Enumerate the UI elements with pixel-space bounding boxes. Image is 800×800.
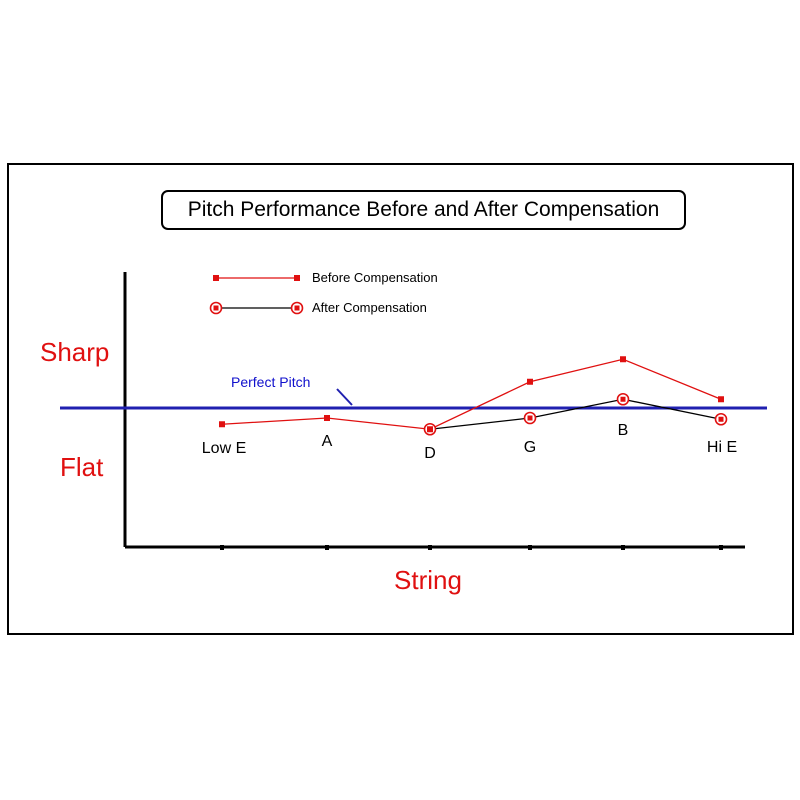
x-tick [325, 545, 329, 550]
y-flat-label: Flat [60, 452, 104, 482]
x-tick [220, 545, 224, 550]
chart-frame [7, 163, 794, 635]
x-axis-title: String [394, 565, 462, 595]
x-tick [428, 545, 432, 550]
x-tick [621, 545, 625, 550]
category-label: Low E [201, 440, 247, 457]
before-point [219, 421, 225, 428]
category-label: A [321, 433, 333, 450]
annotation-pointer [336, 388, 353, 406]
before-point [620, 356, 626, 363]
legend-marker-after-center [294, 305, 300, 311]
legend-marker-before [294, 275, 300, 281]
y-sharp-label: Sharp [40, 337, 110, 367]
x-tick [719, 545, 723, 550]
before-point [427, 426, 433, 433]
category-label: D [424, 445, 436, 462]
before-point [718, 396, 724, 403]
legend-marker-before [213, 275, 219, 281]
before-point [324, 415, 330, 421]
before-point [527, 378, 533, 385]
reference-line-label: Perfect Pitch [231, 374, 311, 390]
category-label: B [617, 422, 629, 439]
after-point-center [527, 415, 533, 421]
x-tick [528, 545, 532, 550]
after-point-center [718, 416, 724, 422]
category-label: Hi E [706, 439, 738, 456]
legend-label-before: Before Compensation [312, 270, 438, 285]
category-label: G [523, 439, 537, 456]
series-line-after [429, 398, 722, 430]
legend-marker-after-center [213, 305, 219, 311]
legend-label-after: After Compensation [312, 300, 427, 315]
after-point-center [620, 396, 626, 402]
series-line-before [221, 358, 722, 430]
chart-title: Pitch Performance Before and After Compe… [161, 190, 686, 230]
